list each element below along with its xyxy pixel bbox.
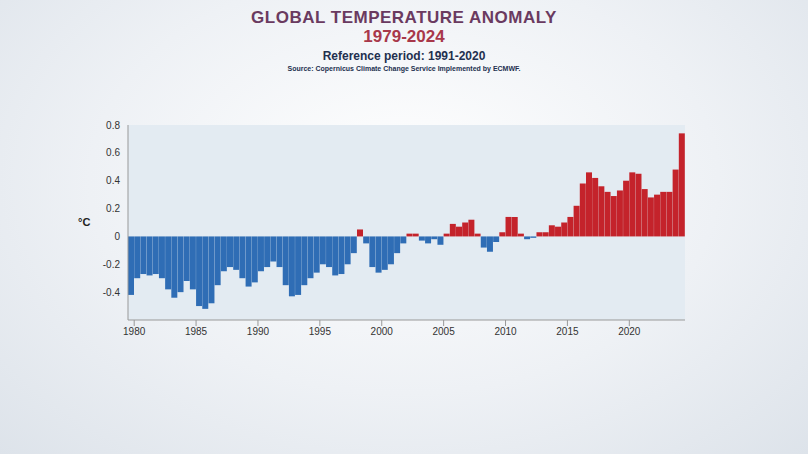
svg-text:2010: 2010 (494, 326, 517, 337)
svg-text:1985: 1985 (185, 326, 208, 337)
svg-text:-0.4: -0.4 (103, 287, 121, 298)
html-text:1979-2024: 1979-2024 (363, 27, 445, 46)
html-text:GLOBAL TEMPERATURE ANOMALY: GLOBAL TEMPERATURE ANOMALY (251, 8, 557, 27)
svg-text:1980: 1980 (123, 326, 146, 337)
svg-text:0.6: 0.6 (106, 147, 120, 158)
svg-text:2015: 2015 (556, 326, 579, 337)
svg-text:1995: 1995 (309, 326, 332, 337)
svg-text:2005: 2005 (433, 326, 456, 337)
svg-text:1990: 1990 (247, 326, 270, 337)
svg-text:0.8: 0.8 (106, 120, 120, 131)
svg-text:0: 0 (114, 231, 120, 242)
svg-text:0.4: 0.4 (106, 175, 120, 186)
svg-text:°C: °C (78, 216, 90, 228)
svg-text:2020: 2020 (618, 326, 641, 337)
html-text:Source: Copernicus Climate Cha: Source: Copernicus Climate Change Servic… (287, 65, 521, 72)
html-text:Reference period: 1991-2020: Reference period: 1991-2020 (322, 49, 486, 63)
svg-text:0.2: 0.2 (106, 203, 120, 214)
svg-text:2000: 2000 (371, 326, 394, 337)
svg-text:-0.2: -0.2 (103, 259, 121, 270)
